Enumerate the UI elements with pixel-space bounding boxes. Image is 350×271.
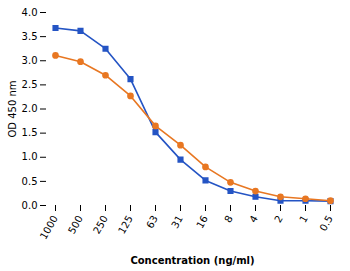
svg-text:31: 31 bbox=[169, 214, 185, 231]
svg-text:3.5: 3.5 bbox=[22, 31, 38, 42]
svg-text:63: 63 bbox=[144, 214, 160, 231]
svg-text:1.5: 1.5 bbox=[22, 127, 38, 138]
svg-text:4.0: 4.0 bbox=[22, 7, 38, 18]
svg-text:250: 250 bbox=[91, 214, 110, 236]
svg-text:Concentration (ng/ml): Concentration (ng/ml) bbox=[130, 255, 254, 266]
svg-text:3.0: 3.0 bbox=[22, 55, 38, 66]
svg-text:1.0: 1.0 bbox=[22, 151, 38, 162]
svg-text:2.0: 2.0 bbox=[22, 103, 38, 114]
svg-text:125: 125 bbox=[116, 214, 135, 236]
svg-text:500: 500 bbox=[66, 214, 85, 236]
svg-text:2: 2 bbox=[272, 214, 285, 225]
svg-text:8: 8 bbox=[222, 214, 235, 225]
svg-text:2.5: 2.5 bbox=[22, 79, 38, 90]
svg-text:OD 450 nm: OD 450 nm bbox=[7, 80, 18, 137]
svg-text:0.5: 0.5 bbox=[22, 176, 38, 187]
svg-text:4: 4 bbox=[247, 214, 260, 225]
svg-text:16: 16 bbox=[194, 214, 210, 231]
svg-text:1000: 1000 bbox=[38, 214, 60, 242]
svg-text:0.5: 0.5 bbox=[318, 214, 335, 233]
svg-text:1: 1 bbox=[297, 214, 310, 225]
svg-text:0.0: 0.0 bbox=[22, 200, 38, 211]
